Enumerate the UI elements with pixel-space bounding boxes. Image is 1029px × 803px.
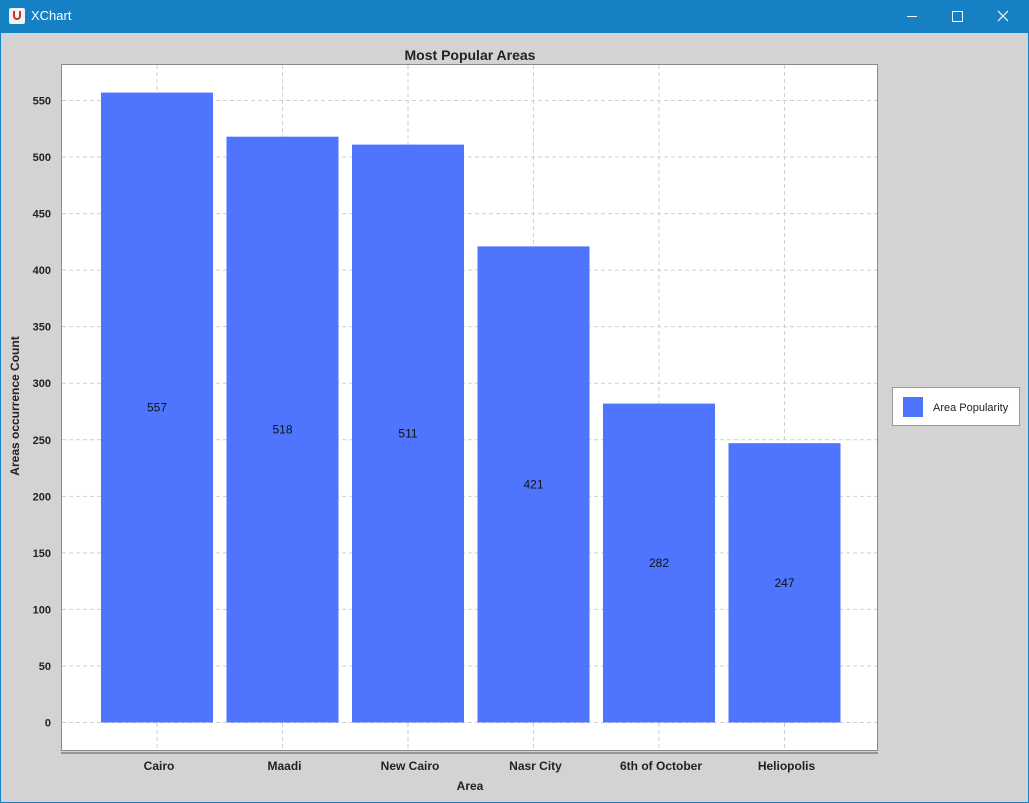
bars — [101, 92, 841, 723]
y-tick-labels: 0 50 100 150 200 250 300 350 400 450 500 550 — [33, 96, 51, 730]
java-cup-icon — [9, 8, 25, 24]
legend: Area Popularity — [892, 387, 1020, 426]
maximize-icon — [952, 11, 963, 22]
y-tick-label: 450 — [33, 209, 51, 221]
y-tick-label: 350 — [33, 322, 51, 334]
y-tick-label: 0 — [45, 718, 51, 730]
y-tick-label: 300 — [33, 378, 51, 390]
x-tick-label: Maadi — [267, 759, 301, 773]
x-tick-label: Cairo — [144, 759, 175, 773]
y-tick-label: 200 — [33, 491, 51, 503]
legend-swatch — [903, 397, 923, 417]
x-tick-label: Heliopolis — [758, 759, 816, 773]
y-tick-label: 100 — [33, 604, 51, 616]
x-tick-label: 6th of October — [620, 759, 702, 773]
bar-6th-of-october — [603, 403, 715, 723]
chart-title: Most Popular Areas — [404, 47, 536, 63]
title-bar[interactable]: XChart — [0, 0, 1029, 33]
bar-value-label: 282 — [649, 556, 669, 570]
bar-nasr-city — [477, 246, 590, 723]
data-labels: 557 518 511 421 282 247 — [147, 401, 795, 590]
y-tick-label: 250 — [33, 435, 51, 447]
bar-heliopolis — [728, 443, 841, 723]
bar-value-label: 557 — [147, 401, 167, 415]
bar-cairo — [101, 92, 213, 723]
y-tick-label: 50 — [39, 661, 51, 673]
bar-new-cairo — [352, 144, 464, 723]
window-title: XChart — [31, 8, 72, 23]
y-axis-label: Areas occurrence Count — [8, 336, 22, 475]
close-icon — [997, 10, 1009, 22]
bar-value-label: 247 — [774, 576, 794, 590]
bar-value-label: 511 — [398, 427, 417, 441]
bar-value-label: 421 — [523, 477, 543, 491]
y-tick-label: 400 — [33, 265, 51, 277]
x-tick-label: New Cairo — [381, 759, 440, 773]
minimize-button[interactable] — [889, 0, 935, 33]
minimize-icon — [907, 16, 917, 17]
x-axis-label: Area — [457, 779, 484, 793]
maximize-button[interactable] — [934, 0, 980, 33]
bar-maadi — [226, 136, 339, 723]
y-tick-label: 550 — [33, 96, 51, 108]
bar-value-label: 518 — [272, 423, 292, 437]
close-button[interactable] — [980, 0, 1026, 33]
x-tick-label: Nasr City — [509, 759, 562, 773]
legend-label: Area Popularity — [933, 402, 1009, 414]
y-tick-label: 150 — [33, 548, 51, 560]
y-tick-label: 500 — [33, 152, 51, 164]
x-tick-labels: Cairo Maadi New Cairo Nasr City 6th of Octob… — [144, 759, 816, 773]
